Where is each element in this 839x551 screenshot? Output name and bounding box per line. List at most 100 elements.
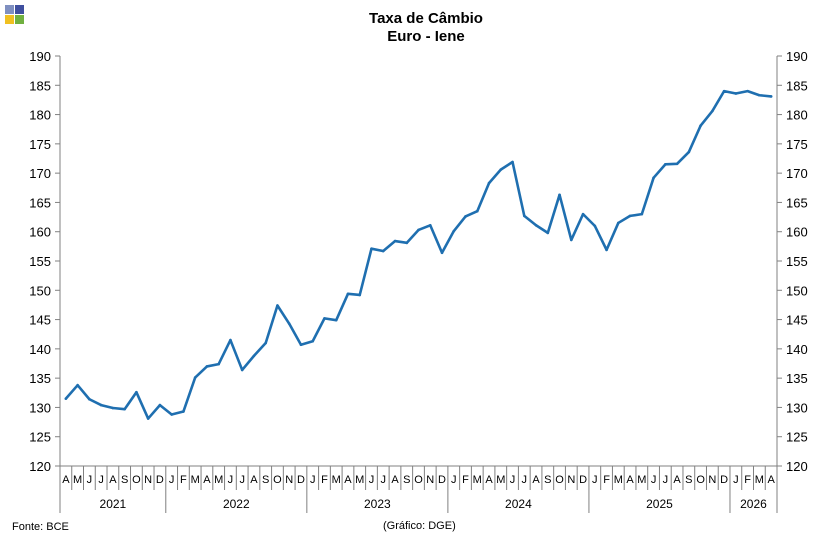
y-tick-label-right: 150 [786,283,808,298]
data-point [640,212,644,216]
y-tick-label-right: 120 [786,459,808,474]
y-tick-label-right: 130 [786,400,808,415]
logo-square [5,15,14,24]
data-point [593,224,597,228]
y-tick-label-left: 180 [29,108,51,123]
chart-title: Taxa de Câmbio [369,10,483,27]
y-tick-label-right: 125 [786,430,808,445]
month-label: O [273,474,282,486]
data-point [664,163,667,166]
month-label: N [567,474,575,486]
y-tick-label-right: 135 [786,371,808,386]
data-point [570,238,573,242]
month-label: M [332,474,341,486]
data-point [511,160,514,164]
month-label: D [438,474,446,486]
month-label: J [663,474,669,486]
data-point [135,390,138,394]
data-point [146,417,150,420]
data-point [734,92,738,95]
data-point [123,407,126,411]
data-point [711,109,714,113]
data-point [758,93,761,97]
year-label: 2025 [646,497,673,511]
month-label: M [355,474,364,486]
month-label: S [262,474,269,486]
data-point [699,124,702,127]
data-point [182,410,185,413]
data-point [452,229,456,233]
month-label: N [144,474,152,486]
chart-series [64,89,773,420]
data-point [534,223,538,227]
data-point [417,228,420,232]
y-tick-label-left: 175 [29,137,51,152]
month-label: M [637,474,646,486]
month-label: A [250,474,258,486]
y-tick-label-right: 160 [786,225,808,240]
month-label: J [510,474,516,486]
month-label: J [87,474,93,486]
month-label: O [132,474,141,486]
data-point [522,214,526,218]
y-tick-label-right: 190 [786,49,808,64]
y-tick-label-right: 175 [786,137,808,152]
data-point [229,338,232,342]
month-label: M [496,474,505,486]
month-label: J [451,474,457,486]
logo-icon [5,5,25,25]
chart-axes: 120 120 125 125 130 130 135 135 140 140 145 145 150 1… [29,49,808,513]
month-label: F [321,474,328,486]
y-tick-label-left: 155 [29,254,51,269]
data-point [193,376,197,379]
data-point [546,231,550,235]
y-tick-label-left: 135 [29,371,51,386]
y-tick-label-left: 120 [29,459,51,474]
data-point [217,362,220,366]
data-point [252,354,256,358]
y-tick-label-left: 130 [29,400,51,415]
month-label: J [239,474,245,486]
y-tick-label-left: 150 [29,283,51,298]
credit-label: (Gráfico: DGE) [383,520,456,532]
data-point [88,397,91,401]
month-label: A [626,474,634,486]
source-label: Fonte: BCE [12,521,69,533]
month-label: D [156,474,164,486]
data-point [487,181,491,185]
month-label: A [532,474,540,486]
y-tick-label-left: 160 [29,225,51,240]
data-point [381,249,385,253]
y-tick-label-left: 140 [29,342,51,357]
month-label: A [485,474,493,486]
month-label: O [555,474,564,486]
month-label: M [755,474,764,486]
y-tick-label-right: 165 [786,195,808,210]
month-label: A [391,474,399,486]
data-point [605,248,608,252]
year-label: 2026 [740,497,767,511]
month-label: J [98,474,104,486]
data-point [99,403,103,407]
logo-square [5,5,14,14]
chart-subtitle: Euro - Iene [387,28,465,45]
month-label: S [121,474,128,486]
data-point [617,221,620,225]
year-label: 2023 [364,497,391,511]
data-point [558,193,561,197]
data-point [323,317,326,320]
data-point [428,223,432,227]
data-point [405,241,409,245]
month-label: N [285,474,293,486]
data-point [440,251,444,255]
data-point [158,403,162,407]
y-tick-label-right: 180 [786,108,808,123]
y-tick-label-right: 145 [786,313,808,328]
month-label: J [651,474,657,486]
month-label: A [62,474,70,486]
y-tick-label-right: 140 [786,342,808,357]
data-point [287,322,291,325]
data-point [475,209,479,213]
month-label: A [767,474,775,486]
data-point [722,89,726,93]
